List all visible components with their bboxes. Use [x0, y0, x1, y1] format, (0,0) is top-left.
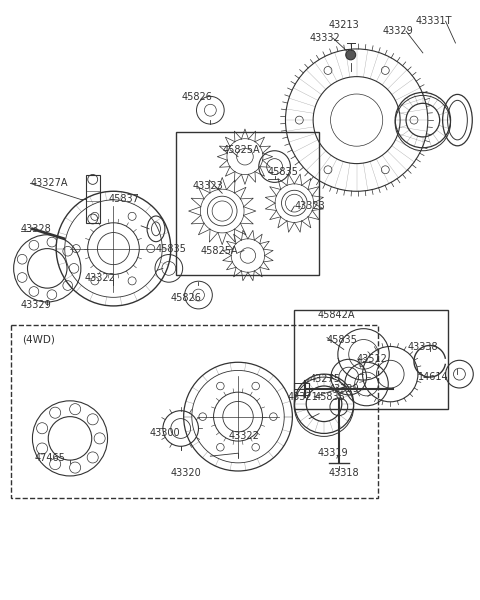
- Text: 43329: 43329: [21, 300, 51, 310]
- Text: 43329: 43329: [382, 26, 413, 36]
- Text: 43213: 43213: [329, 20, 360, 30]
- Text: 45825A: 45825A: [222, 145, 260, 155]
- Text: 47465: 47465: [35, 453, 65, 463]
- Text: 43300: 43300: [149, 428, 180, 439]
- Text: 43327A: 43327A: [30, 178, 68, 188]
- Text: 43323: 43323: [294, 201, 325, 211]
- Text: 43512: 43512: [357, 355, 387, 364]
- Text: 45835: 45835: [156, 244, 187, 254]
- Text: 45826: 45826: [170, 293, 201, 303]
- Text: 43329: 43329: [329, 384, 360, 394]
- Text: 43321: 43321: [288, 392, 318, 402]
- Text: 43328: 43328: [21, 224, 51, 234]
- Text: 43331T: 43331T: [416, 16, 453, 26]
- Text: 45825A: 45825A: [201, 245, 238, 256]
- Text: 43338: 43338: [408, 343, 439, 352]
- Text: 43275: 43275: [309, 374, 340, 384]
- Bar: [11, 325, 378, 497]
- Text: 43322: 43322: [228, 431, 259, 442]
- Text: 45826: 45826: [181, 92, 212, 103]
- Text: 43332: 43332: [309, 33, 340, 43]
- Text: 43319: 43319: [317, 448, 348, 458]
- Text: 14614: 14614: [418, 372, 448, 382]
- Bar: [86, 175, 100, 223]
- Text: 45835: 45835: [314, 392, 345, 402]
- Text: 45835: 45835: [327, 335, 358, 344]
- Text: 43320: 43320: [170, 468, 201, 478]
- Circle shape: [346, 50, 356, 60]
- Text: 43322: 43322: [84, 273, 115, 283]
- Bar: [176, 132, 319, 275]
- Text: 43323: 43323: [192, 181, 223, 191]
- Bar: [294, 310, 447, 409]
- Text: 45835: 45835: [268, 167, 299, 176]
- Text: 45837: 45837: [108, 194, 139, 204]
- Text: (4WD): (4WD): [23, 335, 55, 344]
- Text: 45842A: 45842A: [317, 310, 355, 320]
- Text: 43318: 43318: [329, 468, 360, 478]
